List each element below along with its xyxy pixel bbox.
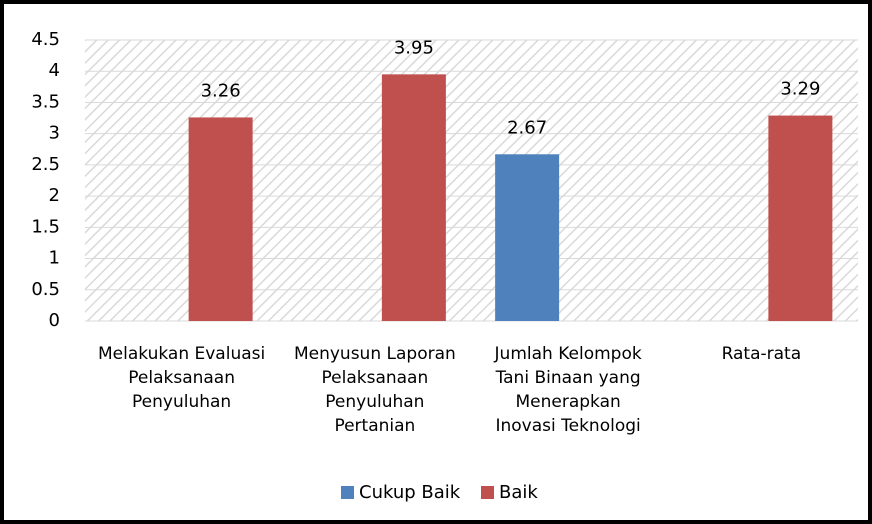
legend-swatch (481, 486, 494, 499)
y-tick-label: 1 (49, 248, 60, 269)
bar (768, 115, 833, 322)
y-tick-label: 4 (49, 60, 60, 81)
x-tick-label: Penyuluhan (325, 392, 424, 412)
y-tick-label: 2.5 (31, 154, 60, 175)
y-tick-label: 2 (49, 185, 60, 206)
y-tick-label: 0 (49, 310, 60, 331)
y-tick-label: 1.5 (31, 216, 60, 237)
y-tick-label: 3.5 (31, 91, 60, 112)
x-tick-label: Tani Binaan yang (495, 368, 641, 388)
y-tick-label: 3 (49, 123, 60, 144)
x-tick-label: Jumlah Kelompok (494, 344, 642, 364)
bar (381, 74, 446, 321)
x-tick-label: Menerapkan (515, 392, 620, 412)
y-tick-label: 0.5 (31, 279, 60, 300)
legend-label: Cukup Baik (359, 482, 461, 503)
x-tick-label: Rata-rata (722, 344, 802, 364)
x-tick-label: Pelaksanaan (322, 368, 429, 388)
data-label: 2.67 (507, 117, 547, 138)
legend-swatch (341, 486, 354, 499)
data-label: 3.29 (780, 79, 820, 100)
legend-label: Baik (499, 482, 538, 503)
x-tick-label: Pertanian (334, 416, 415, 436)
x-tick-label: Inovasi Teknologi (495, 416, 640, 436)
data-label: 3.26 (201, 80, 241, 101)
bar (188, 117, 253, 321)
data-label: 3.95 (394, 37, 434, 58)
bar (495, 154, 560, 321)
x-tick-label: Melakukan Evaluasi (98, 344, 265, 364)
x-tick-label: Penyuluhan (132, 392, 231, 412)
x-tick-label: Menyusun Laporan (294, 344, 456, 364)
y-tick-label: 4.5 (31, 29, 60, 50)
x-tick-label: Pelaksanaan (128, 368, 235, 388)
